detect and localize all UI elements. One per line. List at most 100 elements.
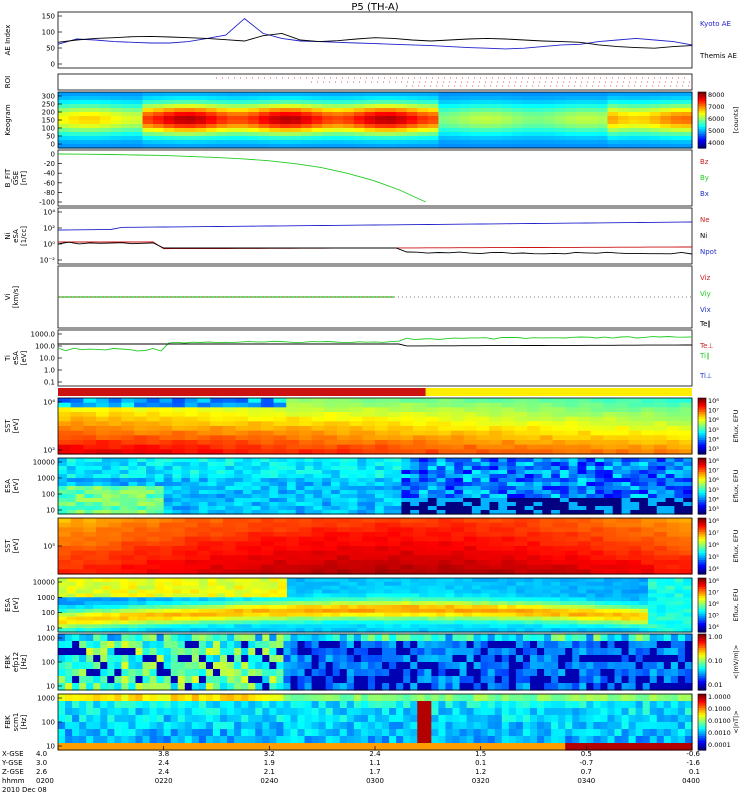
esa_e-cell (243, 478, 252, 483)
roi-dot (605, 82, 606, 83)
esa_e-cell (419, 482, 428, 487)
esa_e-cell (76, 506, 85, 511)
roi-dot (664, 86, 665, 87)
sst_e-cell (324, 407, 337, 412)
sst_i-cell (438, 555, 451, 560)
esa_e-cell (84, 474, 93, 479)
esa_i-cell (67, 597, 76, 601)
esa_i-ytick-label: 100 (42, 609, 55, 617)
keogram-cell (555, 124, 566, 129)
sst_i-cell (274, 532, 287, 537)
esa_e-cell (578, 498, 587, 503)
esa_i-cell (269, 620, 278, 624)
roi-dot (240, 78, 241, 79)
esa_e-cell (534, 486, 543, 491)
roi-dot (538, 86, 539, 87)
esa_e-cell (393, 478, 402, 483)
sst_i-cell (337, 565, 350, 570)
sst_i-cell (438, 560, 451, 565)
esa_e-cell (322, 486, 331, 491)
fbk_e-cell (171, 676, 179, 684)
esa_i-cell (146, 586, 155, 590)
keogram-cell (111, 124, 122, 129)
esa_i-cell (120, 590, 129, 594)
keogram-cell (555, 120, 566, 125)
esa_i-cell (84, 605, 93, 609)
esa_i-cell (349, 613, 358, 617)
esa_e-cell (287, 462, 296, 467)
keogram-cell (269, 92, 280, 97)
esa_i-cell (366, 601, 375, 605)
keogram-cell (143, 116, 154, 121)
esa_e-cell (481, 470, 490, 475)
sst_e-cell (172, 412, 185, 417)
esa_e-cell (586, 494, 595, 499)
fbk_e-cell (150, 641, 158, 649)
esa_i-cell (463, 605, 472, 609)
sst_e-cell (591, 445, 604, 450)
keogram-cell (449, 96, 460, 101)
sst_i-cell (451, 560, 464, 565)
themis-ae-line (58, 33, 692, 48)
esa_e-cell (190, 478, 199, 483)
esa_i-cell (463, 609, 472, 613)
sst_e-cell (489, 445, 502, 450)
keogram-cell (386, 128, 397, 133)
fbk_e-cell (72, 641, 80, 649)
roi-dot (545, 82, 546, 83)
sst_e-cell (565, 421, 578, 426)
keogram-cell (153, 128, 164, 133)
esa_e-cell (569, 490, 578, 495)
roi-dot (539, 82, 540, 83)
keogram-cell (143, 96, 154, 101)
roi-dot (318, 78, 319, 79)
ni-ylabel: eSA (12, 229, 20, 243)
esa_i-cell (445, 578, 454, 582)
fbk_e-cell (403, 648, 411, 656)
sst_e-cell (679, 435, 692, 440)
fbk_e-cell (319, 655, 327, 663)
sst_i-cell (413, 546, 426, 551)
esa_e-cell (463, 466, 472, 471)
fbk_e-cell (375, 655, 383, 663)
roi-dot (444, 78, 445, 79)
esa_e-cell (604, 466, 613, 471)
esa_e-cell (269, 482, 278, 487)
esa_i-cell (489, 601, 498, 605)
esa_i-cell (525, 605, 534, 609)
esa_e-cell (401, 482, 410, 487)
roi-dot (419, 82, 420, 83)
esa_i-cell (472, 620, 481, 624)
esa_e-cell (67, 502, 76, 507)
sst_i-cell (679, 541, 692, 546)
sst_i-cell (388, 523, 401, 528)
esa_e-cell (472, 498, 481, 503)
esa_e-cell (93, 478, 102, 483)
fbk_e-cell (283, 683, 291, 691)
esa_e-cell (305, 506, 314, 511)
sst_e-cell (641, 440, 654, 445)
esa_e-cell (674, 458, 683, 463)
keogram-cell (512, 92, 523, 97)
esa_e-cell (542, 474, 551, 479)
sst_i-cell (223, 527, 236, 532)
keogram-cell (364, 112, 375, 117)
sst_i-cell (96, 551, 109, 556)
keogram-cell (290, 132, 301, 137)
keogram-cell (396, 100, 407, 105)
esa_e-cell (261, 498, 270, 503)
fbk_e-cell (234, 683, 242, 691)
esa_i-cell (498, 582, 507, 586)
sst_e-cell (185, 403, 198, 408)
sst_i-cell (299, 541, 312, 546)
keogram-cell (586, 112, 597, 117)
keogram-cell (364, 124, 375, 129)
fbk_e-cell (135, 683, 143, 691)
fbk_e-cell (107, 634, 115, 642)
fbk_e-cell (298, 676, 306, 684)
keogram-cell (671, 96, 682, 101)
esa_i-cell (419, 582, 428, 586)
keogram-cell (470, 120, 481, 125)
esa_e-cell (384, 506, 393, 511)
sst_e-cell (400, 421, 413, 426)
